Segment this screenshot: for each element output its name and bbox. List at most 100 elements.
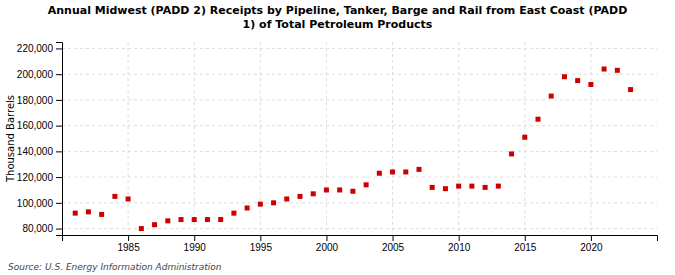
point [377,171,382,176]
point [364,182,369,187]
point [258,202,263,207]
tick: 2010 [448,235,471,253]
point [483,185,488,190]
tick-mark [459,235,460,241]
point [86,209,91,214]
point [324,187,329,192]
tick: 1995 [250,235,273,253]
grid-line [62,74,657,75]
tick-mark [326,235,327,241]
point [509,151,514,156]
point [588,82,593,87]
tick: 220,000 [17,43,62,54]
tick-label: 2015 [514,242,537,253]
point [456,184,461,189]
tick: 140,000 [17,146,62,157]
tick-mark [56,177,62,178]
tick-label: 1995 [250,242,273,253]
grid-line [458,42,459,235]
grid-line [62,202,657,203]
tick: 100,000 [17,198,62,209]
tick-label: 160,000 [17,120,54,131]
point [284,196,289,201]
point [469,184,474,189]
point [139,226,144,231]
tick: 200,000 [17,69,62,80]
point [496,184,501,189]
point [628,87,633,92]
tick-mark [56,126,62,127]
title: Annual Midwest (PADD 2) Receipts by Pipe… [48,4,628,31]
point [218,217,223,222]
point [152,222,157,227]
point [522,135,527,140]
tick-mark [591,235,592,241]
plot: 1985 1990 1995 2000 2005 2010 2015 2020 80,000 10… [17,42,658,253]
grid-line [62,99,657,100]
grid-line [326,42,327,235]
point [615,68,620,73]
point [549,94,554,99]
point [417,167,422,172]
point [562,74,567,79]
grid [62,42,657,235]
tick-mark [56,100,62,101]
point [99,212,104,217]
point [245,205,250,210]
point [298,194,303,199]
tick-label: 2000 [316,242,339,253]
grid-line [392,42,393,235]
tick-mark [56,48,62,49]
grid-line [62,228,657,229]
point [536,117,541,122]
tick-mark [128,235,129,241]
x-axis: 1985 1990 1995 2000 2005 2010 2015 2020 [63,235,658,253]
tick-mark [393,235,394,241]
point [179,217,184,222]
point [575,78,580,83]
point [602,67,607,72]
point [350,189,355,194]
tick-label: 80,000 [22,223,53,234]
grid-line [62,125,657,126]
tick-label: 2005 [382,242,405,253]
point [231,211,236,216]
point [126,196,131,201]
axis-line [56,43,63,236]
tick: 2015 [514,235,537,253]
chart: 1985 1990 1995 2000 2005 2010 2015 2020 80,000 10… [0,0,675,275]
grid-line [62,48,657,49]
tick-mark [56,151,62,152]
tick: 1985 [117,235,140,253]
point [311,191,316,196]
point [443,186,448,191]
tick: 2005 [382,235,405,253]
tick-mark [56,74,62,75]
grid-line [62,177,657,178]
tick-label: 220,000 [17,43,54,54]
tick-label: 180,000 [17,95,54,106]
point [337,187,342,192]
tick-label: 100,000 [17,198,54,209]
grid-line [194,42,195,235]
tick-mark [525,235,526,241]
point [112,194,117,199]
tick-mark [260,235,261,241]
tick-mark [56,203,62,204]
tick: 80,000 [22,223,62,234]
tick-mark [194,235,195,241]
grid-line [128,42,129,235]
tick: 1990 [184,235,207,253]
point [403,169,408,174]
point [73,211,78,216]
tick-label: 2020 [580,242,603,253]
tick-label: 2010 [448,242,471,253]
point [165,218,170,223]
grid-line [590,42,591,235]
point [430,185,435,190]
points [73,67,633,232]
source: Source: U.S. Energy Information Administ… [8,262,222,272]
grid-line [62,151,657,152]
point [192,217,197,222]
tick-label: 140,000 [17,146,54,157]
